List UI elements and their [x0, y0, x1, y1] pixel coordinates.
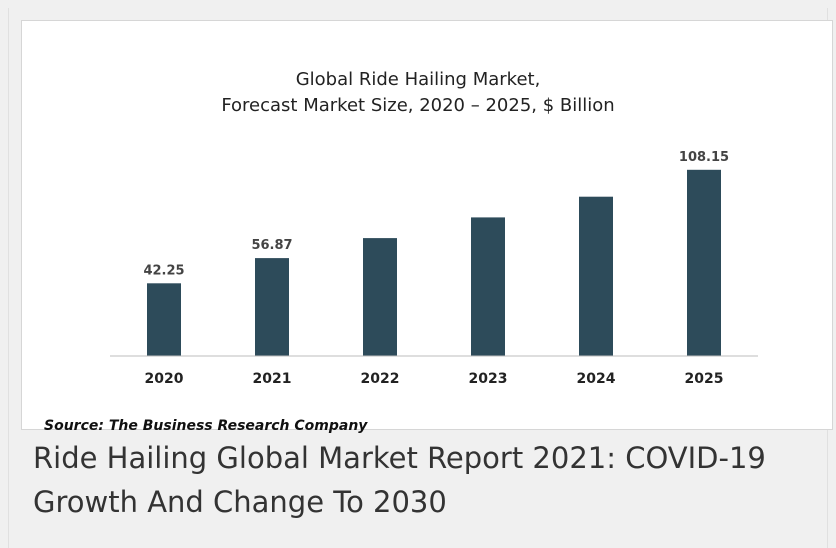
x-axis-ticks: 2020 2021 2022 2023 2024 2025 [145, 371, 724, 387]
bar-2021 [255, 258, 289, 356]
chart-container: Global Ride Hailing Market, Forecast Mar… [21, 20, 833, 434]
bar-series: 42.25 56.87 108.15 [143, 150, 729, 356]
x-tick-2025: 2025 [685, 371, 724, 387]
bar-2025 [687, 169, 721, 356]
x-tick-2023: 2023 [469, 371, 508, 387]
data-label-2021: 56.87 [251, 238, 292, 253]
chart-title-line-1: Global Ride Hailing Market, [296, 69, 541, 90]
bar-2020 [147, 283, 181, 356]
x-tick-2021: 2021 [253, 371, 292, 387]
chart-title-line-2: Forecast Market Size, 2020 – 2025, $ Bil… [221, 95, 614, 116]
x-tick-2022: 2022 [361, 371, 400, 387]
article-title[interactable]: Ride Hailing Global Market Report 2021: … [33, 441, 766, 519]
data-label-2025: 108.15 [679, 150, 729, 165]
article-card: Global Ride Hailing Market, Forecast Mar… [8, 8, 833, 548]
bar-chart: Global Ride Hailing Market, Forecast Mar… [110, 69, 758, 387]
bar-2024 [579, 196, 613, 356]
data-label-2020: 42.25 [143, 263, 184, 278]
bar-2023 [471, 217, 505, 356]
source-note: Source: The Business Research Company [44, 418, 368, 434]
x-tick-2020: 2020 [145, 371, 184, 387]
bar-2022 [363, 238, 397, 356]
x-tick-2024: 2024 [577, 371, 616, 387]
